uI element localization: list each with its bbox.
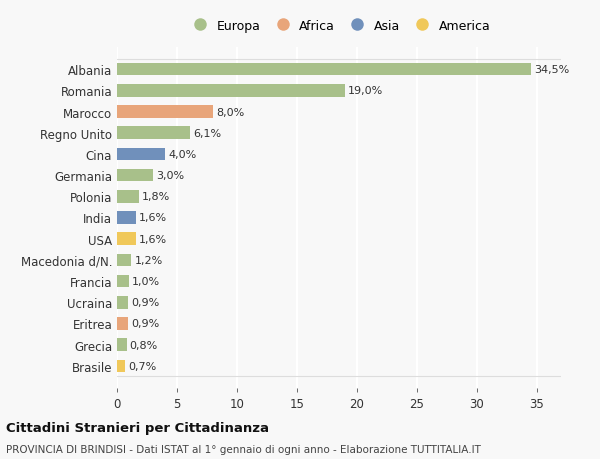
Legend: Europa, Africa, Asia, America: Europa, Africa, Asia, America xyxy=(185,17,493,35)
Bar xyxy=(117,318,128,330)
Bar xyxy=(117,275,129,288)
Text: 0,8%: 0,8% xyxy=(130,340,158,350)
Text: 8,0%: 8,0% xyxy=(216,107,244,117)
Bar xyxy=(117,339,127,351)
Text: 1,0%: 1,0% xyxy=(132,276,160,286)
Bar xyxy=(117,190,139,203)
Text: 19,0%: 19,0% xyxy=(348,86,383,96)
Text: 3,0%: 3,0% xyxy=(156,171,184,181)
Bar xyxy=(117,360,125,372)
Text: 0,9%: 0,9% xyxy=(131,319,159,329)
Bar xyxy=(117,148,165,161)
Bar xyxy=(117,212,136,224)
Text: 1,8%: 1,8% xyxy=(142,192,170,202)
Bar xyxy=(117,296,128,309)
Bar xyxy=(117,106,213,118)
Text: 0,9%: 0,9% xyxy=(131,297,159,308)
Bar xyxy=(117,169,153,182)
Bar xyxy=(117,233,136,246)
Text: 1,6%: 1,6% xyxy=(139,213,167,223)
Bar xyxy=(117,64,531,76)
Text: 34,5%: 34,5% xyxy=(534,65,569,75)
Bar xyxy=(117,254,131,267)
Text: Cittadini Stranieri per Cittadinanza: Cittadini Stranieri per Cittadinanza xyxy=(6,421,269,434)
Bar xyxy=(117,127,190,140)
Text: 4,0%: 4,0% xyxy=(168,150,196,160)
Bar xyxy=(117,85,345,97)
Text: 1,6%: 1,6% xyxy=(139,234,167,244)
Text: 1,2%: 1,2% xyxy=(134,255,163,265)
Text: PROVINCIA DI BRINDISI - Dati ISTAT al 1° gennaio di ogni anno - Elaborazione TUT: PROVINCIA DI BRINDISI - Dati ISTAT al 1°… xyxy=(6,444,481,454)
Text: 0,7%: 0,7% xyxy=(128,361,157,371)
Text: 6,1%: 6,1% xyxy=(193,129,221,139)
